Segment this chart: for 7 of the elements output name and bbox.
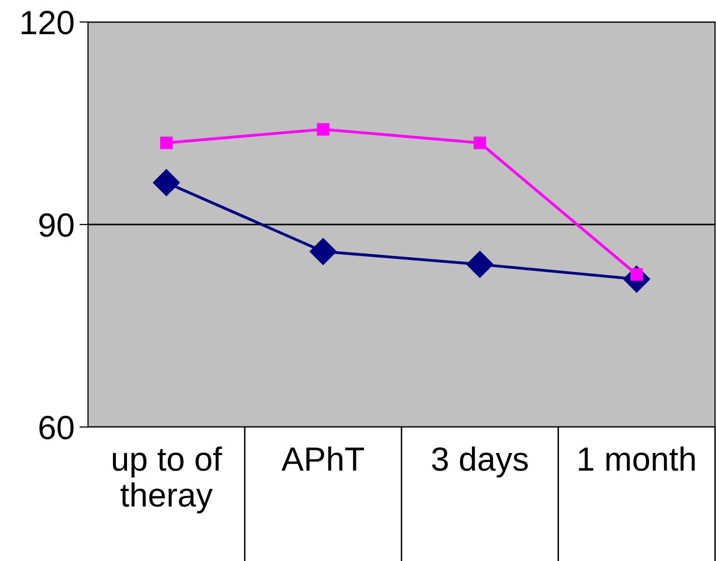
- y-tick-label: 60: [39, 416, 74, 440]
- x-tick-label: APhT: [282, 446, 364, 471]
- y-tick-label: 90: [39, 213, 74, 237]
- x-tick-label: 1 month: [578, 446, 695, 471]
- x-tick-label: 3 days: [432, 446, 528, 478]
- x-tick-label: up to of theray: [112, 446, 222, 514]
- y-tick-label: 120: [22, 10, 74, 34]
